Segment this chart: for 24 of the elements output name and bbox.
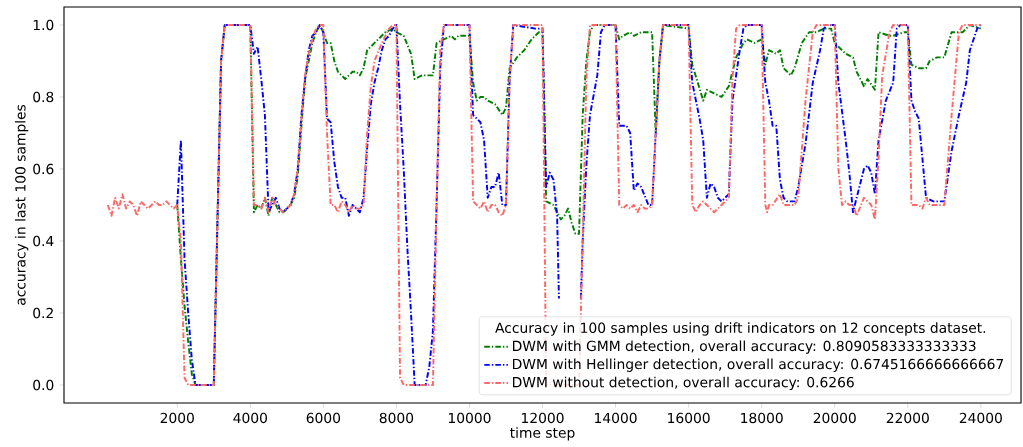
x-tick-label: 16000 [668, 412, 710, 424]
y-tick-label: 1.0 [33, 19, 54, 31]
x-tick-label: 14000 [595, 412, 637, 424]
x-tick-label: 8000 [379, 412, 414, 424]
y-tick-label: 0.4 [33, 235, 54, 247]
x-tick-label: 18000 [741, 412, 783, 424]
x-tick-label: 24000 [959, 412, 1002, 424]
legend-label: DWM without detection, overall accuracy: 0.6266 [513, 376, 854, 391]
x-tick-label: 10000 [448, 412, 491, 424]
x-tick-label: 4000 [233, 412, 267, 424]
y-axis-title: accuracy in last 100 samples [14, 104, 29, 305]
x-tick-label: 20000 [813, 412, 856, 424]
x-axis-title: time step [510, 427, 575, 441]
y-tick-label: 0.0 [33, 379, 54, 391]
legend-title: Accuracy in 100 samples using drift indicators on 12 concepts dataset. [495, 322, 986, 336]
x-tick-label: 12000 [522, 412, 564, 424]
y-tick-label: 0.6 [33, 163, 54, 175]
x-tick-label: 2000 [160, 412, 194, 424]
x-tick-label: 22000 [886, 412, 929, 424]
legend-label: DWM with Hellinger detection, overall accuracy: 0.6745166666666667 [513, 358, 1004, 372]
x-tick-label: 6000 [306, 412, 341, 424]
y-tick-label: 0.2 [33, 307, 53, 319]
legend-label: DWM with GMM detection, overall accuracy: 0.8090583333333333 [513, 340, 976, 354]
y-tick-label: 0.8 [33, 91, 54, 103]
